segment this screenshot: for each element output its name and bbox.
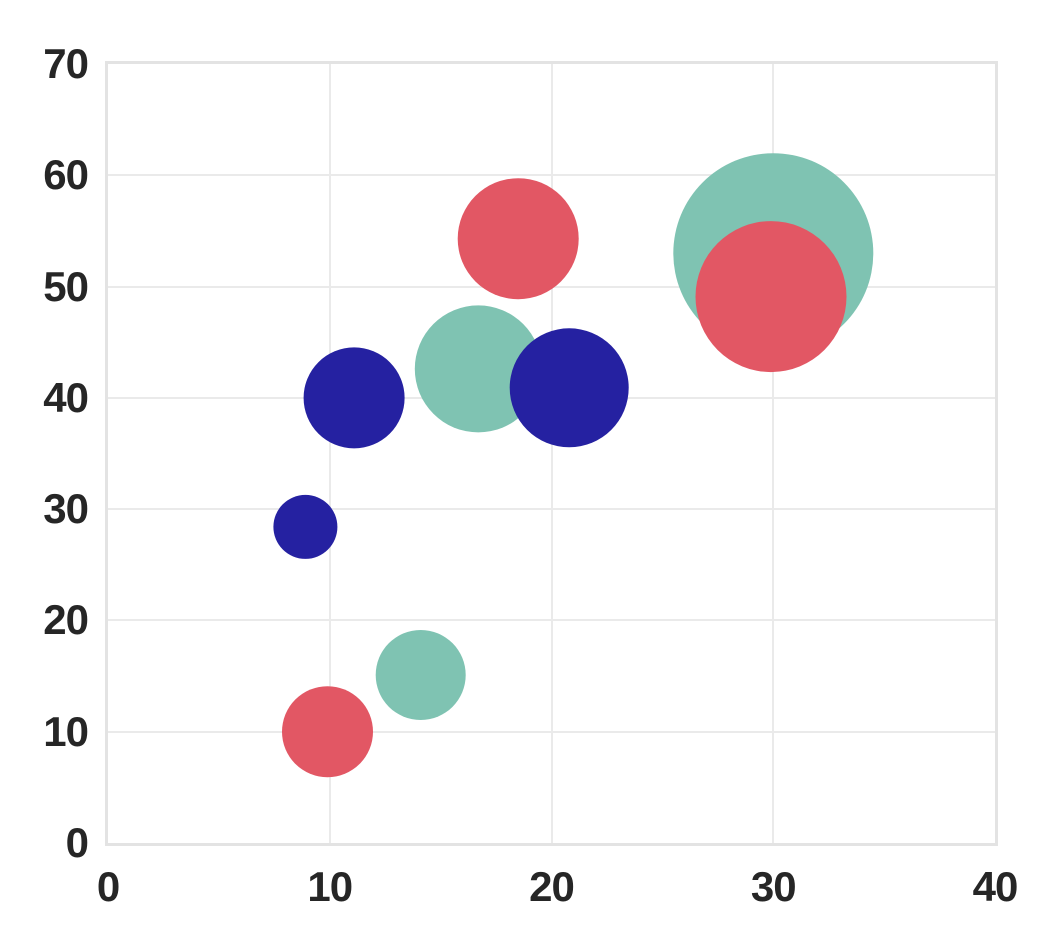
bubble-teal-1[interactable]	[375, 630, 466, 720]
bubble-blue-2[interactable]	[303, 347, 405, 449]
bubble-teal-2[interactable]	[414, 305, 542, 433]
y-tick-label-60: 60	[43, 151, 89, 199]
x-tick-label-10: 10	[307, 863, 353, 910]
gridline-x-20	[550, 64, 553, 843]
y-tick-label-10: 10	[43, 707, 89, 755]
y-tick-label-50: 50	[43, 262, 89, 310]
gridline-y-20	[108, 619, 995, 622]
y-tick-label-30: 30	[43, 485, 89, 533]
gridline-y-60	[108, 174, 995, 177]
y-tick-label-0: 0	[65, 819, 89, 866]
x-tick-label-40: 40	[972, 863, 1019, 910]
bubble-red-1[interactable]	[282, 686, 373, 778]
x-tick-label-30: 30	[750, 863, 797, 910]
gridline-x-10	[328, 64, 331, 843]
bubble-blue-3[interactable]	[509, 328, 629, 448]
gridline-y-10	[108, 730, 995, 733]
bubble-red-2[interactable]	[457, 178, 579, 300]
y-tick-label-70: 70	[43, 40, 89, 87]
y-tick-label-20: 20	[43, 596, 89, 644]
x-tick-label-20: 20	[529, 863, 575, 910]
y-tick-label-40: 40	[43, 373, 89, 421]
x-tick-label-0: 0	[96, 863, 120, 910]
gridline-x-30	[772, 64, 775, 843]
gridline-y-30	[108, 508, 995, 511]
bubble-red-3[interactable]	[695, 221, 847, 373]
bubble-blue-1[interactable]	[273, 494, 338, 559]
